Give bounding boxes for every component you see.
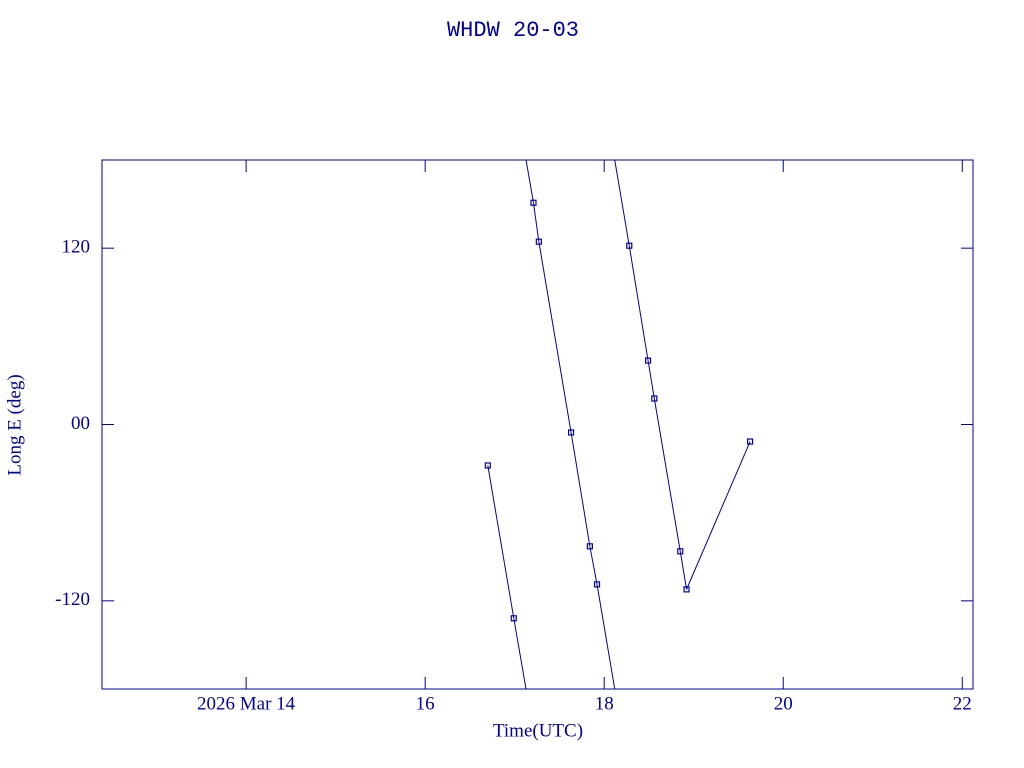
track-segment xyxy=(653,398,681,552)
data-point xyxy=(510,615,517,622)
track-segment xyxy=(596,584,616,689)
y-tick-label: -120 xyxy=(55,589,90,610)
data-point xyxy=(677,548,684,555)
track-segment xyxy=(525,160,534,203)
x-tick-label: 22 xyxy=(953,693,972,714)
track-segment xyxy=(589,546,598,585)
track-segment xyxy=(628,245,649,361)
data-point xyxy=(644,357,652,364)
y-tick-label: 120 xyxy=(62,237,91,258)
x-tick-label: 2026 Mar 14 xyxy=(197,693,296,714)
data-point xyxy=(683,586,690,593)
x-axis-label: Time(UTC) xyxy=(493,720,583,741)
track-segment xyxy=(647,360,655,399)
data-point xyxy=(593,581,601,588)
track-segment xyxy=(686,441,751,590)
x-tick-label: 18 xyxy=(595,693,614,714)
chart-title: WHDW 20-03 xyxy=(447,18,579,43)
data-point xyxy=(626,242,633,249)
y-axis-label: Long E (deg) xyxy=(4,374,25,475)
track-segment xyxy=(487,465,515,619)
data-point xyxy=(484,462,491,469)
data-point xyxy=(535,238,542,245)
data-point xyxy=(567,429,575,436)
track-segment xyxy=(532,202,540,242)
track-segment xyxy=(614,160,630,246)
track-segment xyxy=(513,618,527,689)
y-tick-label: 00 xyxy=(71,413,90,434)
plot-area xyxy=(484,160,754,689)
x-tick-label: 16 xyxy=(416,693,435,714)
data-point xyxy=(747,438,754,445)
track-segment xyxy=(570,432,591,547)
track-segment xyxy=(679,551,688,590)
data-point xyxy=(530,199,537,206)
data-point xyxy=(651,395,658,402)
data-point xyxy=(586,543,593,550)
track-segment xyxy=(538,241,572,433)
x-tick-label: 20 xyxy=(774,693,793,714)
